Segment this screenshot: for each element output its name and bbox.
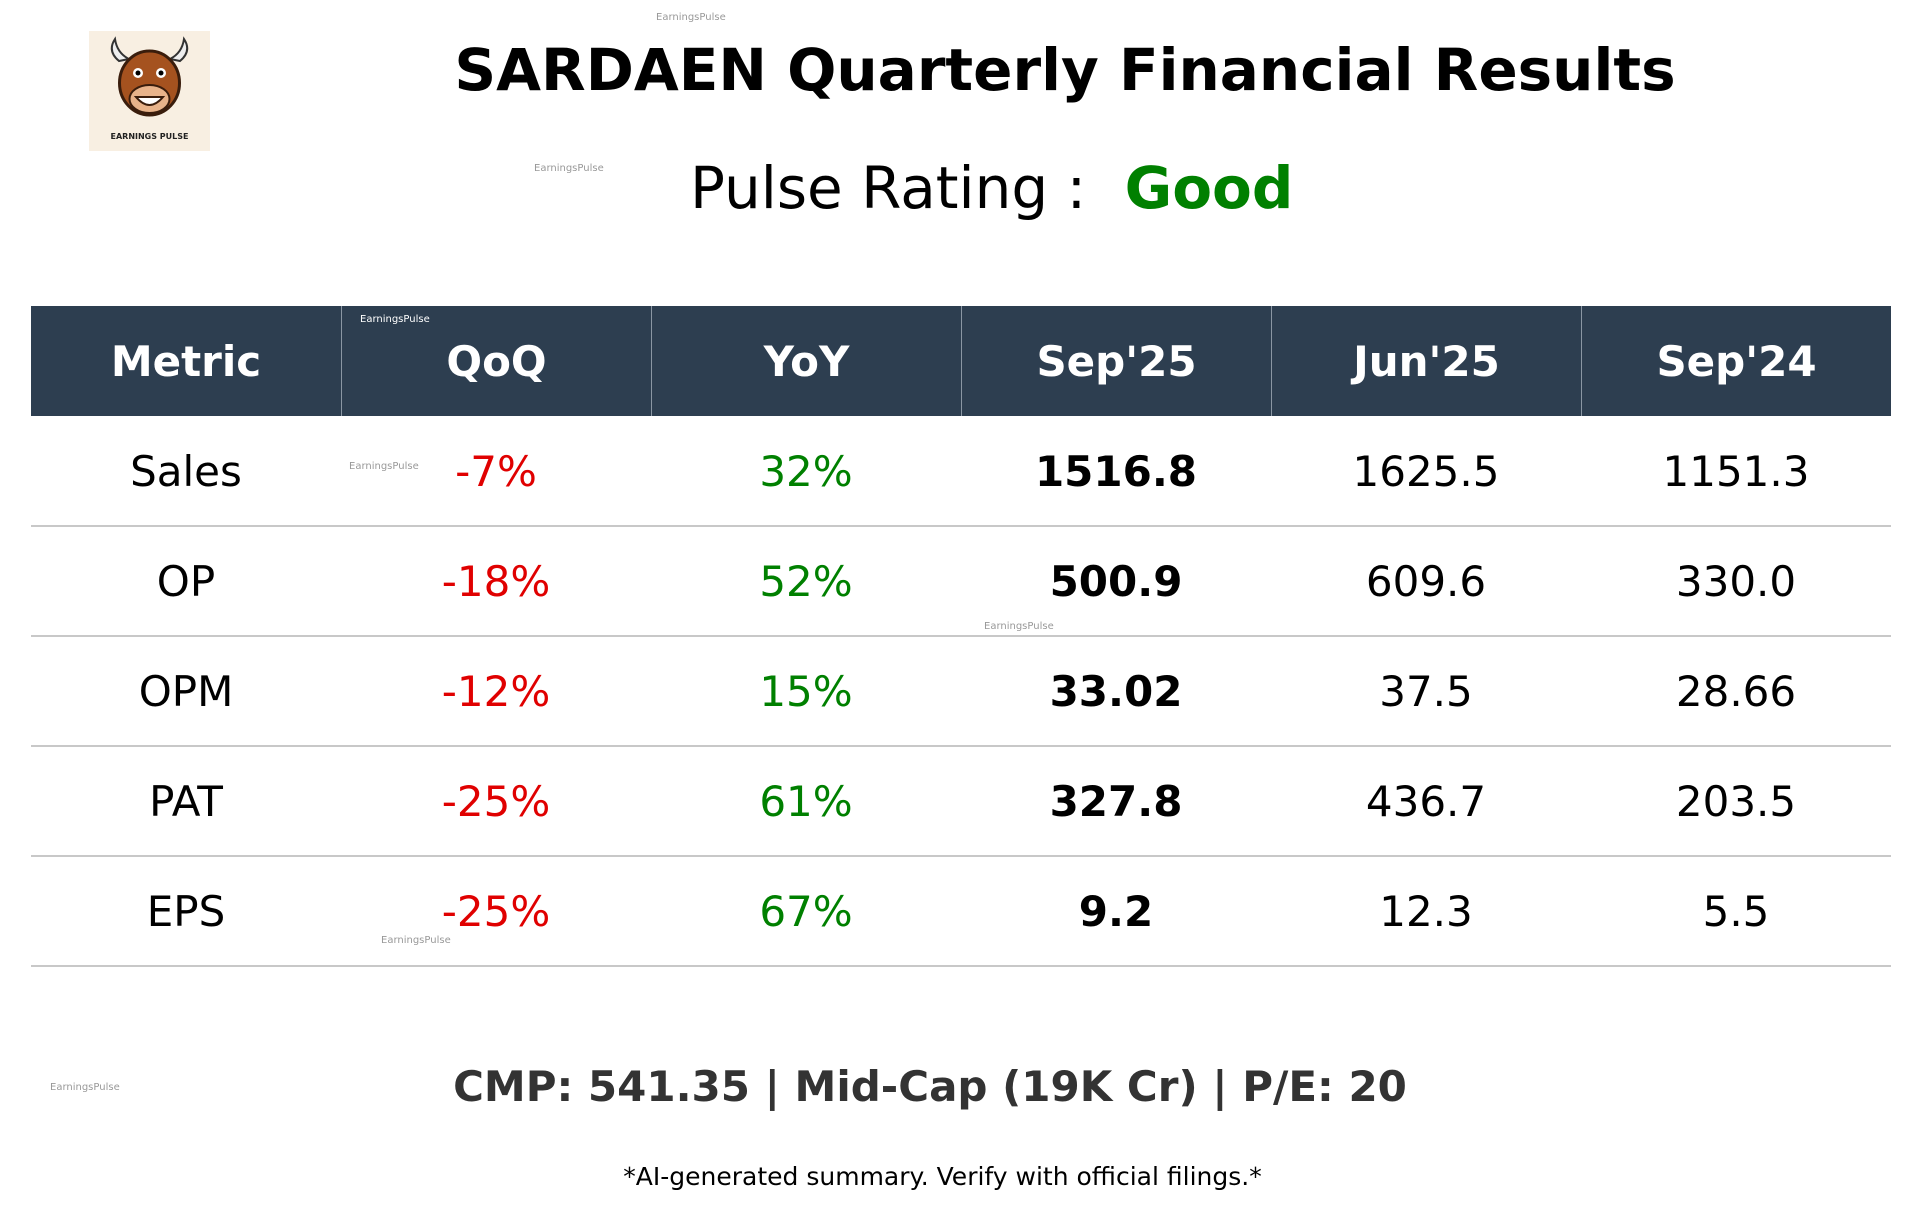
table-cell: PAT [149, 776, 223, 826]
logo-text: EARNINGS PULSE [111, 132, 189, 141]
table-cell: 67% [759, 886, 853, 936]
column-header: Jun'25 [1271, 306, 1581, 416]
cmp-line: CMP: 541.35 | Mid-Cap (19K Cr) | P/E: 20 [453, 1062, 1407, 1111]
row-divider [31, 965, 1891, 967]
rating-row: Pulse Rating : Good [690, 154, 1293, 222]
column-header: QoQ [341, 306, 651, 416]
table-cell: 12.3 [1379, 886, 1473, 936]
table-cell: OP [156, 556, 216, 606]
table-cell: 1151.3 [1662, 446, 1810, 496]
row-divider [31, 745, 1891, 747]
watermark: EarningsPulse [534, 163, 604, 174]
table-cell: Sales [130, 446, 242, 496]
title: SARDAEN Quarterly Financial Results [454, 36, 1676, 104]
table-cell: 61% [759, 776, 853, 826]
column-header: YoY [651, 306, 961, 416]
table-cell: 9.2 [1078, 886, 1154, 936]
column-header: Sep'24 [1581, 306, 1891, 416]
table-cell: 28.66 [1675, 666, 1797, 716]
column-header: Sep'25 [961, 306, 1271, 416]
row-divider [31, 635, 1891, 637]
watermark: EarningsPulse [50, 1082, 120, 1093]
table-cell: -18% [441, 556, 551, 606]
column-header: Metric [31, 306, 341, 416]
table-cell: 1516.8 [1034, 446, 1198, 496]
table-cell: 52% [759, 556, 853, 606]
rating-label: Pulse Rating : [690, 154, 1087, 222]
watermark: EarningsPulse [360, 314, 430, 325]
watermark: EarningsPulse [984, 621, 1054, 632]
row-divider [31, 855, 1891, 857]
table-cell: EPS [146, 886, 226, 936]
table-cell: 330.0 [1675, 556, 1797, 606]
table-cell: 327.8 [1049, 776, 1183, 826]
watermark: EarningsPulse [381, 935, 451, 946]
table-cell: 15% [759, 666, 853, 716]
table-cell: 32% [759, 446, 853, 496]
table-cell: OPM [138, 666, 234, 716]
table-cell: 500.9 [1049, 556, 1183, 606]
logo: EARNINGS PULSE [89, 31, 210, 151]
watermark: EarningsPulse [349, 461, 419, 472]
row-divider [31, 525, 1891, 527]
table-cell: 5.5 [1702, 886, 1770, 936]
table-cell: -12% [441, 666, 551, 716]
table-cell: -25% [441, 776, 551, 826]
rating: Good [1124, 154, 1294, 222]
table-cell: 33.02 [1049, 666, 1183, 716]
table-cell: 436.7 [1365, 776, 1487, 826]
table-cell: 609.6 [1365, 556, 1487, 606]
table-cell: -7% [455, 446, 537, 496]
table-cell: 37.5 [1379, 666, 1473, 716]
table-cell: -25% [441, 886, 551, 936]
disclaimer: *AI-generated summary. Verify with offic… [623, 1162, 1262, 1191]
watermark: EarningsPulse [656, 12, 726, 23]
table-cell: 1625.5 [1352, 446, 1500, 496]
table-cell: 203.5 [1675, 776, 1797, 826]
